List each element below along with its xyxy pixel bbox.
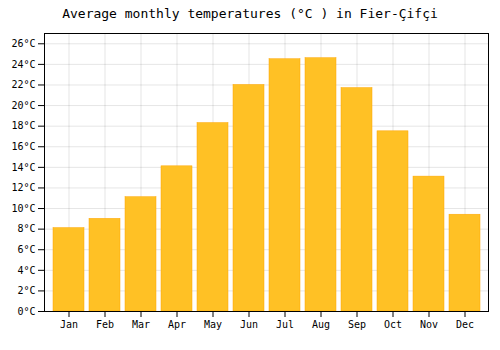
svg-text:18°C: 18°C [11,120,35,131]
svg-text:24°C: 24°C [11,59,35,70]
svg-text:4°C: 4°C [17,265,35,276]
svg-text:14°C: 14°C [11,162,35,173]
svg-text:Jan: Jan [60,319,78,330]
svg-text:0°C: 0°C [17,306,35,317]
svg-text:26°C: 26°C [11,38,35,49]
svg-text:Feb: Feb [96,319,114,330]
svg-text:Sep: Sep [348,319,366,330]
svg-text:Mar: Mar [132,319,150,330]
svg-text:8°C: 8°C [17,223,35,234]
svg-text:Oct: Oct [384,319,402,330]
svg-text:2°C: 2°C [17,285,35,296]
svg-text:6°C: 6°C [17,244,35,255]
svg-text:22°C: 22°C [11,79,35,90]
svg-text:12°C: 12°C [11,182,35,193]
svg-text:Apr: Apr [168,319,186,330]
svg-text:Nov: Nov [420,319,438,330]
svg-text:Jun: Jun [240,319,258,330]
svg-text:16°C: 16°C [11,141,35,152]
svg-text:May: May [204,319,222,330]
svg-text:Jul: Jul [276,319,294,330]
svg-text:Aug: Aug [312,319,330,330]
svg-text:20°C: 20°C [11,100,35,111]
svg-text:Dec: Dec [456,319,474,330]
svg-text:10°C: 10°C [11,203,35,214]
html-text:Average monthly temperatures (: Average monthly temperatures (°C ) in Fi… [62,6,438,21]
